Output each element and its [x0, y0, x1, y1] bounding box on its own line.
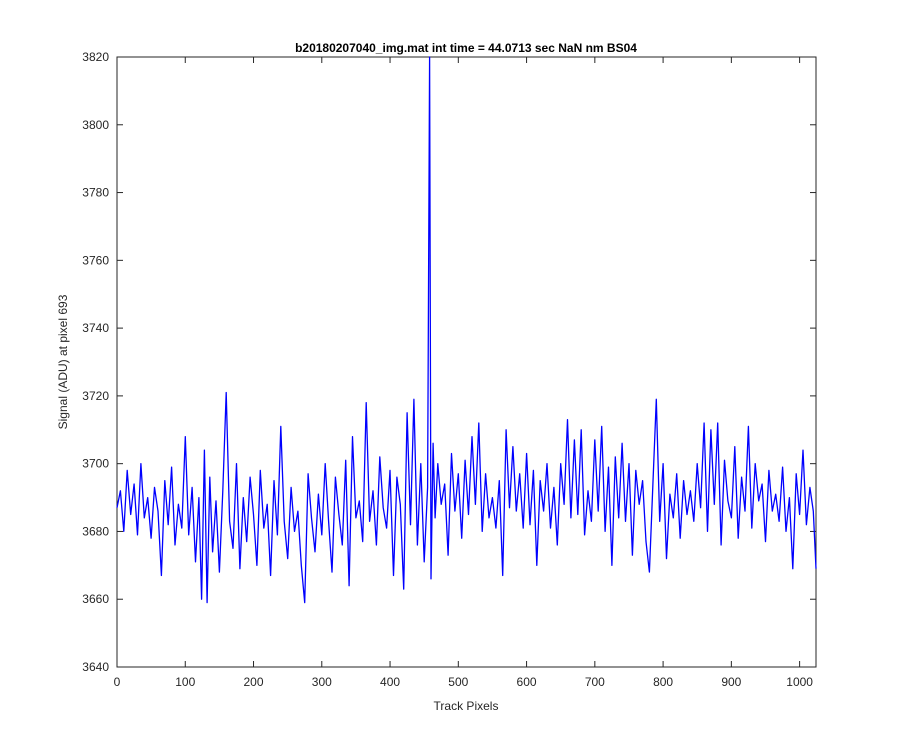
- y-tick-label: 3820: [82, 50, 109, 64]
- x-tick-label: 800: [653, 675, 673, 689]
- x-tick-label: 200: [244, 675, 264, 689]
- plot-frame: [116, 56, 817, 668]
- y-tick-label: 3680: [82, 524, 109, 538]
- signal-series-line: [116, 56, 817, 604]
- x-tick-label: 1000: [786, 675, 813, 689]
- x-tick-label: 0: [114, 675, 121, 689]
- x-tick-label: 500: [448, 675, 468, 689]
- y-axis-label: Signal (ADU) at pixel 693: [56, 294, 70, 429]
- x-tick-label: 300: [312, 675, 332, 689]
- series-layer: [116, 56, 817, 604]
- chart-title: b20180207040_img.mat int time = 44.0713 …: [295, 41, 637, 55]
- x-tick-label: 100: [175, 675, 195, 689]
- x-axis-label: Track Pixels: [434, 699, 499, 713]
- y-tick-label: 3740: [82, 321, 109, 335]
- y-tick-label: 3780: [82, 186, 109, 200]
- y-tick-label: 3700: [82, 457, 109, 471]
- x-axis: 0 100 200 300 400 500 600 700 800 900 1000: [114, 57, 813, 689]
- y-tick-label: 3660: [82, 592, 109, 606]
- x-tick-label: 400: [380, 675, 400, 689]
- y-tick-label: 3800: [82, 118, 109, 132]
- y-axis: 3640 3660 3680 3700 3720 3740 3760 3780 3800 3820: [82, 50, 816, 674]
- x-tick-label: 700: [585, 675, 605, 689]
- x-tick-label: 600: [517, 675, 537, 689]
- y-tick-label: 3720: [82, 389, 109, 403]
- y-tick-label: 3760: [82, 253, 109, 267]
- y-tick-label: 3640: [82, 660, 109, 674]
- x-tick-label: 900: [721, 675, 741, 689]
